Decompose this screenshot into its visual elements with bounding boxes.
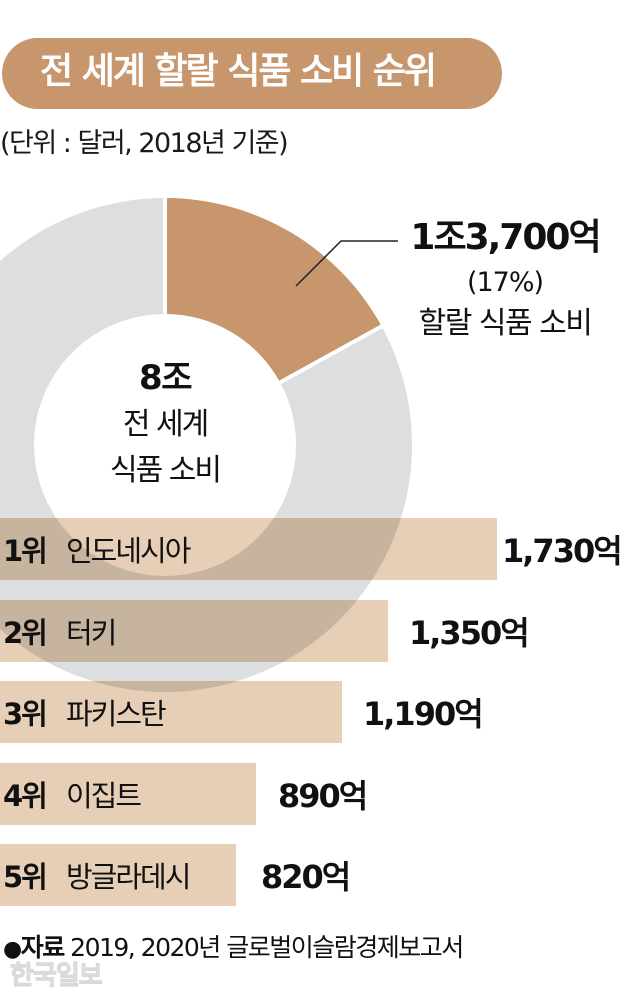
bar-country: 인도네시아 [66, 534, 191, 568]
segment-divider [278, 323, 385, 385]
bar-country: 방글라데시 [66, 860, 191, 894]
donut-center-line1: 전 세계 [122, 407, 209, 442]
unit-note: (단위 : 달러, 2018년 기준) [0, 128, 289, 159]
bar-rank-label: 1위 [3, 534, 48, 568]
highlight-value: 1조3,700억 [410, 217, 601, 258]
bar-rank-5 [0, 844, 236, 906]
bar-value: 1,730억 [502, 532, 623, 570]
bar-rank-label: 5위 [3, 860, 48, 894]
bar-country: 이집트 [66, 779, 142, 813]
bar-rank-4 [0, 763, 256, 825]
source-text: 2019, 2020년 글로벌이슬람경제보고서 [63, 933, 464, 962]
bar-rank-1 [0, 518, 497, 580]
bar-rank-2 [0, 600, 388, 662]
donut-segment-halal [165, 198, 382, 382]
bar-country: 파키스탄 [66, 697, 167, 731]
chart-title: 전 세계 할랄 식품 소비 순위 [40, 51, 437, 92]
bar-country: 터키 [66, 616, 117, 650]
highlight-label: 할랄 식품 소비 [418, 306, 593, 341]
bar-value: 1,190억 [363, 695, 484, 733]
watermark-logo: 한국일보 [10, 961, 104, 992]
donut-center-line2: 식품 소비 [110, 453, 222, 488]
bar-rank-label: 2위 [3, 616, 48, 650]
source-label: 자료 [20, 933, 66, 962]
bar-rank-3 [0, 681, 342, 743]
bar-rank-label: 3위 [3, 697, 48, 731]
bullet-icon: ● [3, 937, 22, 962]
bar-value: 820억 [261, 858, 351, 896]
source-note: ●자료 2019, 2020년 글로벌이슬람경제보고서 [3, 930, 464, 968]
bar-rank-label: 4위 [3, 779, 48, 813]
title-banner: 전 세계 할랄 식품 소비 순위 [2, 38, 502, 109]
highlight-percent: (17%) [466, 267, 544, 298]
bar-value: 1,350억 [409, 614, 530, 652]
bar-value: 890억 [278, 777, 368, 815]
donut-center-value: 8조 [139, 358, 192, 398]
